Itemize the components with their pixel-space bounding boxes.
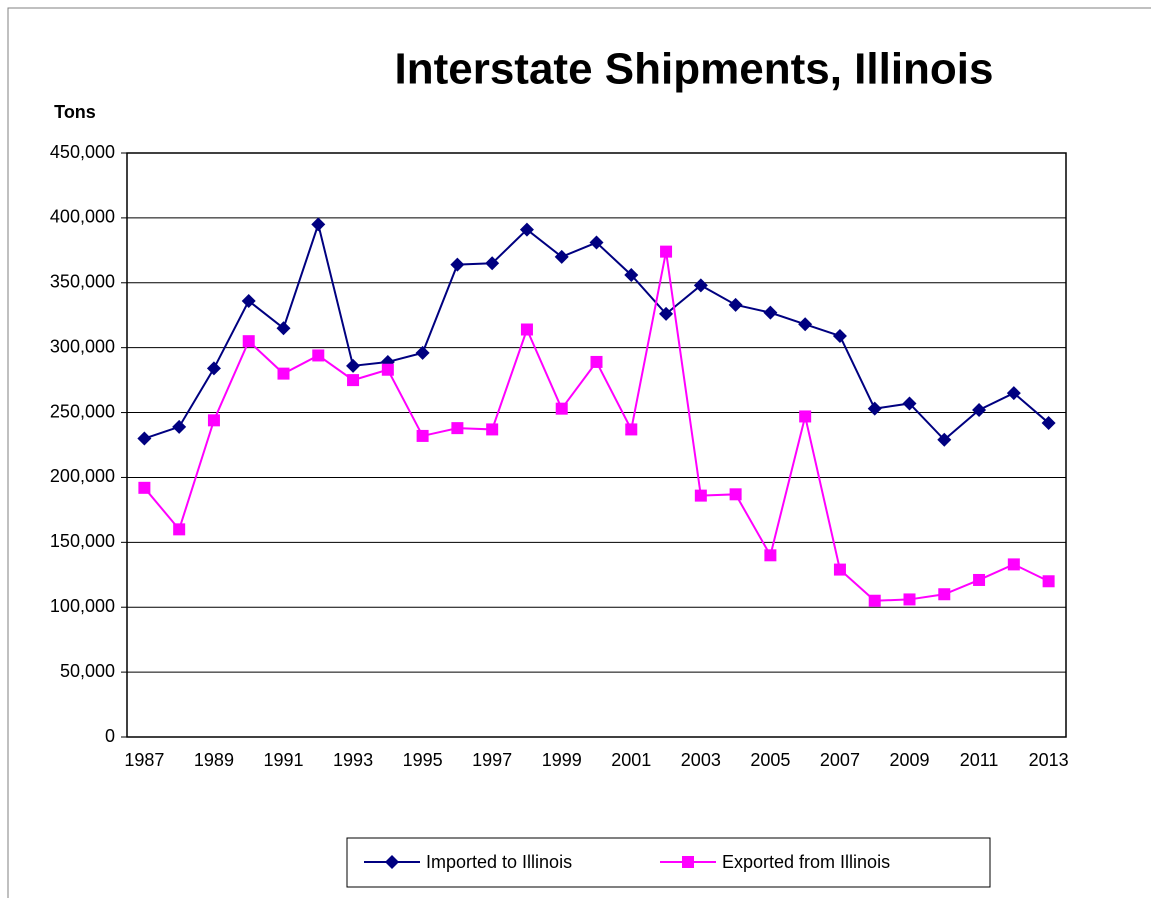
data-point (486, 423, 499, 436)
data-point (764, 549, 777, 562)
data-point (868, 594, 881, 607)
data-point (763, 305, 778, 320)
data-point (206, 361, 221, 376)
y-tick-label: 350,000 (50, 272, 115, 292)
x-tick-label: 2013 (1029, 750, 1069, 770)
data-point (938, 588, 951, 601)
data-point (312, 349, 325, 362)
y-tick-label: 150,000 (50, 531, 115, 551)
data-point (520, 323, 533, 336)
y-tick-label: 450,000 (50, 142, 115, 162)
data-point (137, 431, 152, 446)
x-tick-label: 2007 (820, 750, 860, 770)
data-point (903, 593, 916, 606)
y-axis-label: Tons (54, 102, 96, 122)
y-tick-label: 0 (105, 726, 115, 746)
x-tick-label: 1993 (333, 750, 373, 770)
data-point (554, 249, 569, 264)
y-tick-label: 50,000 (60, 661, 115, 681)
legend-marker (385, 855, 399, 869)
data-point (729, 488, 742, 501)
y-tick-label: 300,000 (50, 336, 115, 356)
y-tick-label: 250,000 (50, 401, 115, 421)
data-point (832, 328, 847, 343)
data-point (173, 523, 186, 536)
data-point (451, 422, 464, 435)
x-tick-label: 1999 (542, 750, 582, 770)
legend-label: Exported from Illinois (722, 852, 890, 872)
data-point (693, 278, 708, 293)
data-point (902, 396, 917, 411)
data-point (624, 267, 639, 282)
data-point (1041, 415, 1056, 430)
x-tick-label: 1995 (403, 750, 443, 770)
y-tick-label: 100,000 (50, 596, 115, 616)
data-point (555, 402, 568, 415)
data-point (277, 367, 290, 380)
data-point (276, 321, 291, 336)
legend-marker (682, 856, 694, 868)
data-point (867, 401, 882, 416)
data-point (1006, 386, 1021, 401)
x-tick-label: 1989 (194, 750, 234, 770)
y-tick-label: 400,000 (50, 207, 115, 227)
plot-area (126, 152, 1067, 738)
data-point (937, 432, 952, 447)
data-point (485, 256, 500, 271)
data-point (972, 402, 987, 417)
data-point (519, 222, 534, 237)
data-point (311, 217, 326, 232)
x-tick-label: 1987 (124, 750, 164, 770)
data-point (172, 419, 187, 434)
data-point (590, 355, 603, 368)
data-point (450, 257, 465, 272)
x-tick-label: 2003 (681, 750, 721, 770)
data-point (660, 245, 673, 258)
legend-label: Imported to Illinois (426, 852, 572, 872)
data-point (1007, 558, 1020, 571)
data-point (659, 306, 674, 321)
x-tick-label: 2005 (750, 750, 790, 770)
x-tick-label: 2009 (889, 750, 929, 770)
data-point (207, 414, 220, 427)
chart-frame (7, 7, 1151, 898)
data-point (416, 429, 429, 442)
data-point (973, 573, 986, 586)
x-tick-label: 1991 (263, 750, 303, 770)
data-point (381, 363, 394, 376)
data-point (242, 335, 255, 348)
data-point (799, 410, 812, 423)
series-line (144, 220, 1050, 442)
data-point (798, 317, 813, 332)
data-point (1042, 575, 1055, 588)
data-point (241, 293, 256, 308)
data-point (728, 297, 743, 312)
x-tick-label: 2001 (611, 750, 651, 770)
data-point (347, 374, 360, 387)
x-tick-label: 2011 (960, 750, 999, 770)
chart-title: Interstate Shipments, Illinois (394, 45, 993, 94)
data-point (346, 358, 361, 373)
data-point (415, 345, 430, 360)
data-point (625, 423, 638, 436)
data-point (138, 481, 151, 494)
x-tick-label: 1997 (472, 750, 512, 770)
data-point (589, 235, 604, 250)
data-point (833, 563, 846, 576)
data-point (694, 489, 707, 502)
y-tick-label: 200,000 (50, 466, 115, 486)
series-line (143, 251, 1050, 602)
